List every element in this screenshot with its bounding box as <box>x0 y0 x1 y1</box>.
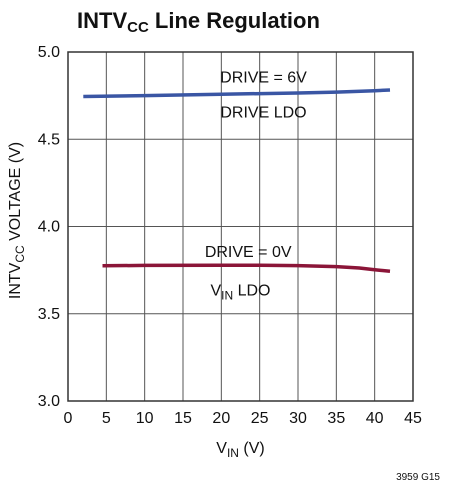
y-axis-label: INTVCC VOLTAGE (V) <box>7 142 27 299</box>
figure-id: 3959 G15 <box>396 472 440 483</box>
chart-title: INTVCC Line Regulation <box>77 8 320 36</box>
series-line-1 <box>83 88 391 99</box>
series-line-2 <box>102 263 391 274</box>
x-tick-label: 35 <box>327 410 345 427</box>
annotation-2: DRIVE LDO <box>220 104 306 121</box>
y-tick-label: 5.0 <box>38 44 60 61</box>
x-tick-label: 10 <box>136 410 154 427</box>
y-tick-label: 4.5 <box>38 131 60 148</box>
x-tick-label: 5 <box>102 410 111 427</box>
x-axis-label: VIN (V) <box>216 440 264 460</box>
annotation-4: VIN LDO <box>210 282 270 302</box>
annotation-layer: DRIVE = 6V DRIVE LDO DRIVE = 0V VIN LDO <box>205 69 307 302</box>
series-layer <box>83 88 391 274</box>
x-tick-label: 15 <box>174 410 192 427</box>
x-tick-label: 20 <box>212 410 230 427</box>
tick-labels: 0 5 10 15 20 25 30 35 40 45 3.0 3.5 4.0 4.5 5.0 <box>38 44 422 427</box>
y-tick-label: 3.0 <box>38 393 60 410</box>
y-tick-label: 4.0 <box>38 219 60 236</box>
grid <box>68 52 413 401</box>
x-tick-label: 25 <box>251 410 269 427</box>
annotation-3: DRIVE = 0V <box>205 244 292 261</box>
y-tick-label: 3.5 <box>38 306 60 323</box>
annotation-1: DRIVE = 6V <box>220 69 307 86</box>
plot-frame <box>67 51 414 402</box>
x-tick-label: 40 <box>366 410 384 427</box>
x-tick-label: 45 <box>404 410 422 427</box>
x-tick-label: 30 <box>289 410 307 427</box>
x-tick-label: 0 <box>64 410 73 427</box>
